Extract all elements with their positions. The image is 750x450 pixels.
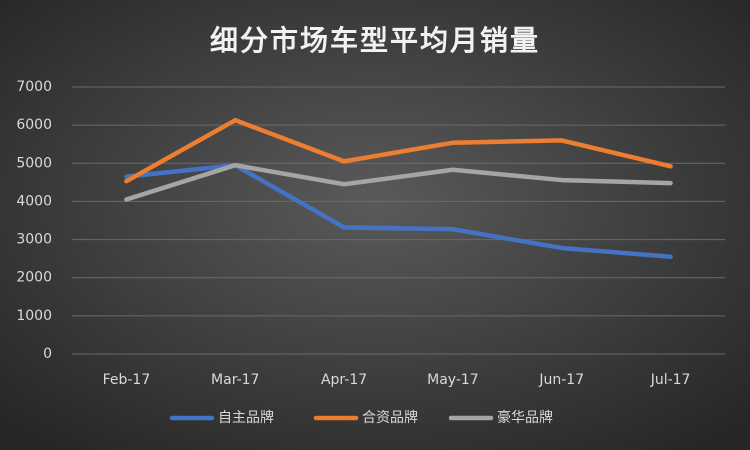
series-line bbox=[124, 162, 673, 259]
y-tick-label: 5000 bbox=[16, 155, 52, 171]
legend-label: 合资品牌 bbox=[362, 409, 418, 426]
chart-title: 细分市场车型平均月销量 bbox=[210, 24, 540, 57]
y-tick-label: 3000 bbox=[16, 232, 52, 248]
legend-label: 自主品牌 bbox=[218, 409, 274, 426]
y-tick-label: 2000 bbox=[16, 270, 52, 286]
y-tick-label: 6000 bbox=[16, 117, 52, 133]
y-tick-label: 1000 bbox=[16, 308, 52, 324]
x-tick-label: Mar-17 bbox=[211, 372, 259, 388]
series-line bbox=[124, 117, 673, 184]
legend-label: 豪华品牌 bbox=[497, 409, 553, 426]
x-tick-label: Jun-17 bbox=[538, 372, 584, 388]
y-tick-label: 7000 bbox=[16, 79, 52, 95]
x-tick-label: Feb-17 bbox=[103, 372, 151, 388]
x-tick-label: May-17 bbox=[427, 372, 479, 388]
series-line bbox=[124, 162, 673, 202]
x-tick-label: Jul-17 bbox=[650, 372, 691, 388]
x-tick-label: Apr-17 bbox=[321, 372, 367, 388]
y-tick-label: 0 bbox=[43, 346, 52, 362]
y-tick-label: 4000 bbox=[16, 193, 52, 209]
